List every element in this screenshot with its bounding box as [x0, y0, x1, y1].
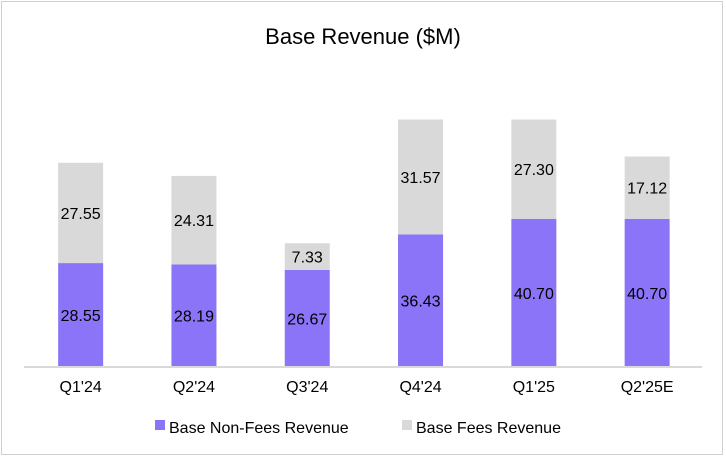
x-tick-label: Q1'24 [60, 379, 102, 396]
data-label: 36.43 [401, 294, 441, 311]
legend-label-fees: Base Fees Revenue [416, 420, 561, 437]
x-tick-label: Q3'24 [286, 379, 328, 396]
x-tick-label: Q4'24 [399, 379, 441, 396]
chart-title: Base Revenue ($M) [265, 24, 461, 49]
data-label: 40.70 [514, 286, 554, 303]
bar-segment-non-fees [58, 263, 104, 367]
data-label: 27.30 [514, 162, 554, 179]
x-tick-label: Q1'25 [513, 379, 555, 396]
legend: Base Non-Fees Revenue Base Fees Revenue [155, 420, 561, 437]
data-label: 26.67 [287, 311, 327, 328]
bar-segment-fees [398, 119, 444, 235]
data-label: 24.31 [174, 213, 214, 230]
legend-swatch-fees [402, 420, 412, 430]
legend-label-non-fees: Base Non-Fees Revenue [169, 420, 349, 437]
data-label: 7.33 [292, 250, 323, 267]
bar-segment-fees [624, 156, 670, 219]
legend-swatch-non-fees [155, 420, 165, 430]
bar-segment-fees [58, 162, 104, 264]
data-label: 28.19 [174, 309, 214, 326]
bar-segment-fees [511, 119, 557, 219]
x-tick-labels: Q1'24 Q2'24 Q3'24 Q4'24 Q1'25 Q2'25E [60, 379, 674, 396]
data-label: 31.57 [401, 170, 441, 187]
data-label: 40.70 [627, 286, 667, 303]
bar-segment-non-fees [511, 218, 557, 367]
bar-segment-non-fees [284, 269, 330, 367]
bar-segment-non-fees [624, 218, 670, 367]
bars: 28.55 27.55 28.19 24.31 26.67 7.33 36.43 31.57 4… [58, 119, 670, 367]
data-label: 28.55 [61, 308, 101, 325]
bar-segment-fees [284, 243, 330, 270]
bar-segment-non-fees [171, 264, 217, 367]
bar-segment-fees [171, 175, 217, 265]
data-label: 27.55 [61, 206, 101, 223]
data-label: 17.12 [627, 181, 667, 198]
bar-segment-non-fees [398, 234, 444, 367]
x-tick-label: Q2'24 [173, 379, 215, 396]
x-tick-label: Q2'25E [621, 379, 674, 396]
